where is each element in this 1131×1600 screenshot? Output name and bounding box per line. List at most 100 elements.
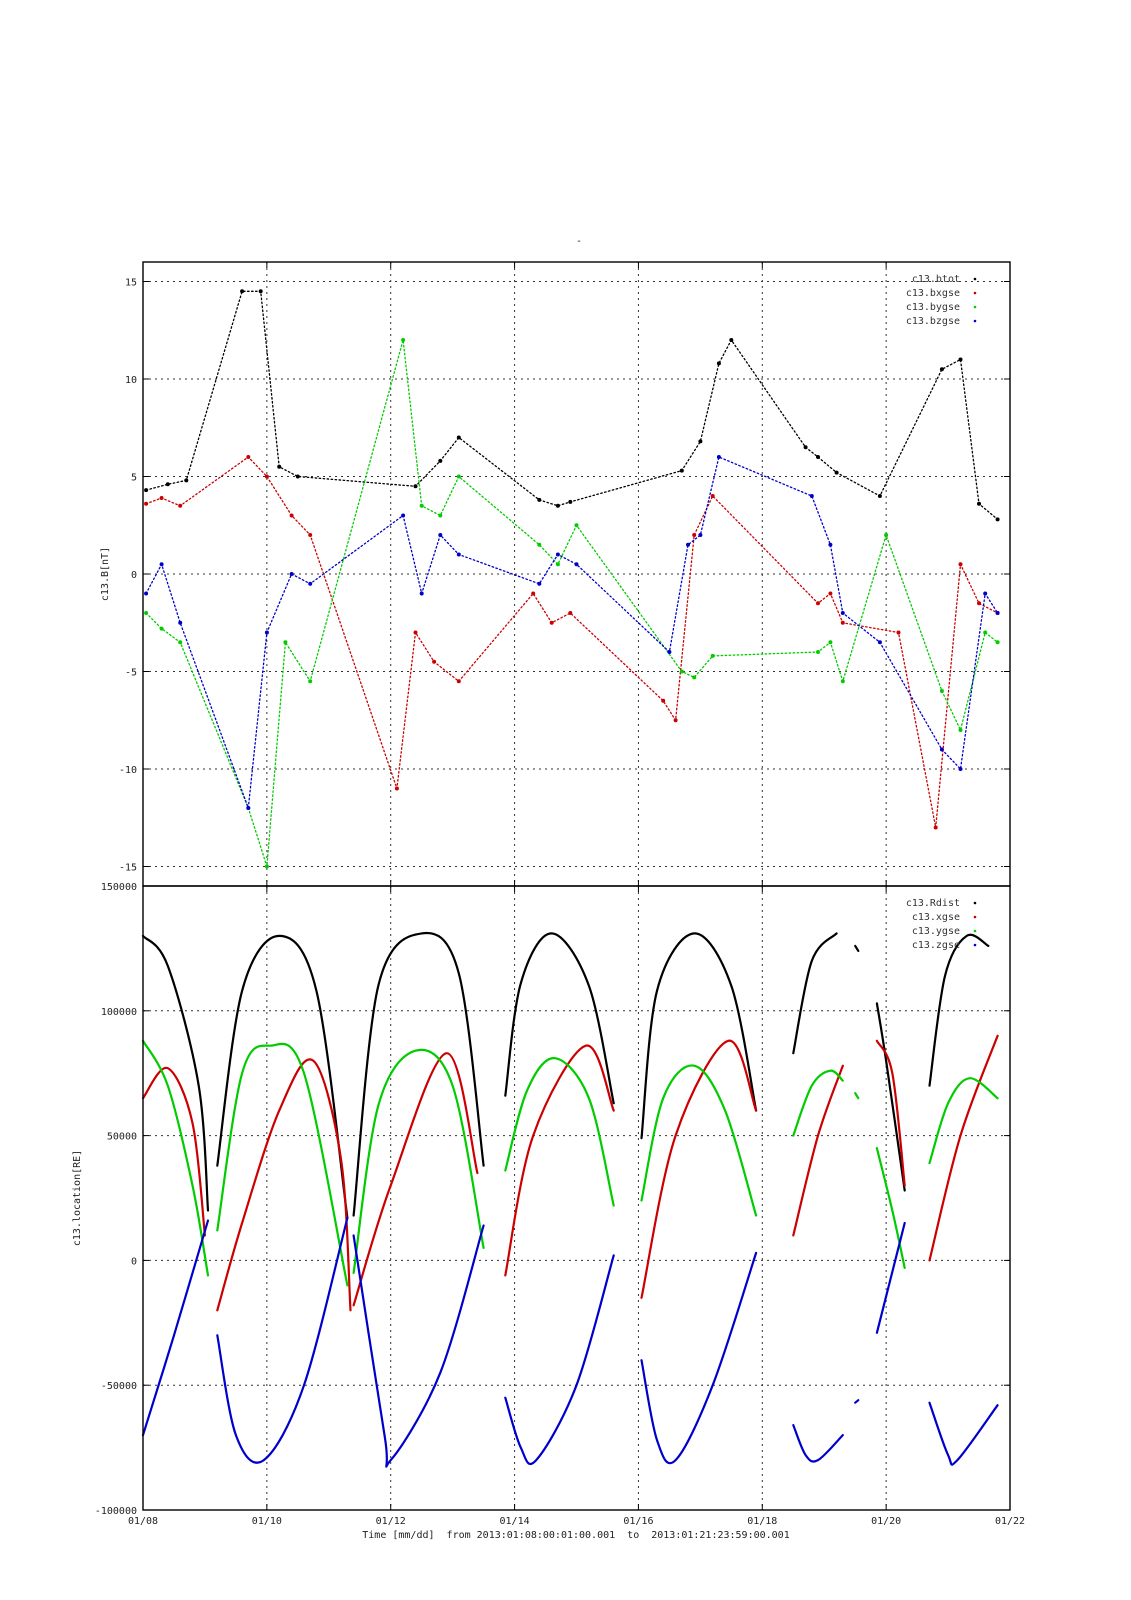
series-line-c13.zgse: [504, 1254, 615, 1466]
y-tick-label: -50000: [101, 1381, 137, 1392]
data-point: [438, 513, 443, 518]
panel-location-grid: [142, 885, 1011, 1511]
series-line-c13.zgse: [141, 1219, 210, 1437]
data-point: [178, 503, 183, 508]
data-point: [264, 864, 269, 869]
data-point: [896, 630, 901, 635]
data-point: [679, 468, 684, 473]
series-line-c13.zgse: [792, 1424, 844, 1463]
data-point: [828, 640, 833, 645]
panel-location-frame: [142, 885, 1011, 1511]
legend-marker: [973, 277, 977, 281]
panel-location-y-label: c13.location[RE]: [72, 1150, 83, 1246]
x-axis-footer: Time [mm/dd] from 2013:01:08:00:01:00.00…: [362, 1530, 789, 1541]
data-point: [264, 474, 269, 479]
legend-label: c13.btot: [912, 274, 960, 285]
data-point: [394, 786, 399, 791]
data-point: [958, 357, 963, 362]
series-line-c13.Rdist: [352, 931, 485, 1217]
data-point: [877, 494, 882, 498]
data-point: [413, 484, 418, 489]
data-point: [568, 499, 573, 504]
legend-label: c13.ygse: [912, 926, 960, 937]
data-point: [159, 562, 164, 567]
x-tick-label: 01/22: [995, 1516, 1025, 1527]
panel-b-field-y-label: c13.B[nT]: [100, 547, 111, 601]
data-point: [939, 689, 944, 693]
data-point: [686, 542, 690, 547]
data-point: [816, 601, 820, 606]
series-line-c13.Rdist: [792, 932, 838, 1055]
x-tick-label: 01/20: [871, 1516, 901, 1527]
series-line-c13.xgse: [141, 1066, 206, 1237]
series-line-c13.xgse: [875, 1039, 906, 1187]
data-point: [537, 581, 542, 586]
series-line-c13.xgse: [792, 1064, 844, 1237]
data-point: [277, 464, 282, 469]
x-tick-label: 01/10: [252, 1516, 282, 1527]
data-point: [531, 591, 536, 596]
data-point: [995, 640, 1000, 645]
data-point: [401, 513, 406, 518]
data-point: [698, 533, 703, 537]
series-line-c13.ygse: [640, 1064, 758, 1217]
data-point: [537, 497, 542, 502]
series-line-c13.xgse: [216, 1058, 352, 1312]
data-point: [401, 338, 406, 342]
data-point: [178, 620, 183, 625]
data-point: [877, 640, 882, 645]
legend-label: c13.bxgse: [906, 288, 960, 299]
series-line-c13.xgse: [352, 1052, 479, 1307]
series-line-c13.Rdist: [928, 933, 990, 1087]
series-line-c13.xgse: [640, 1039, 758, 1299]
data-point: [413, 630, 418, 635]
series-line-c13.Rdist: [141, 934, 210, 1212]
data-point: [419, 591, 424, 596]
y-tick-label: -100000: [95, 1506, 137, 1517]
data-point: [289, 513, 294, 518]
data-point: [456, 474, 461, 479]
y-tick-label: -15: [119, 863, 137, 874]
legend-marker: [973, 291, 977, 295]
legend-label: c13.bygse: [906, 302, 960, 313]
panel-location-legend: c13.Rdist c13.xgse c13.ygse c13.zgse: [906, 898, 977, 951]
series-line-c13.Rdist: [216, 934, 349, 1220]
data-point: [555, 552, 560, 557]
data-point: [933, 825, 938, 830]
data-point: [159, 496, 164, 500]
data-point: [803, 445, 808, 450]
series-trace-c13.bxgse: [145, 456, 999, 828]
series-line-c13.zgse: [352, 1224, 485, 1468]
legend-marker: [973, 319, 977, 323]
data-point: [692, 533, 697, 537]
series-line-c13.ygse: [928, 1077, 999, 1165]
panel-b-field-y-ticks: 15 10 5 0 -5 -10 -15: [119, 278, 137, 874]
data-point: [289, 572, 294, 576]
series-line-c13.Rdist: [504, 932, 615, 1105]
y-tick-label: 10: [125, 375, 137, 386]
x-tick-label: 01/16: [623, 1516, 653, 1527]
data-point: [716, 361, 721, 366]
y-tick-label: 150000: [101, 882, 137, 893]
data-point: [555, 503, 560, 508]
series-line-c13.Rdist: [875, 1002, 906, 1192]
data-point: [308, 581, 313, 586]
data-point: [661, 698, 666, 703]
x-tick-label: 01/18: [747, 1516, 777, 1527]
data-point: [716, 455, 721, 459]
data-point: [679, 669, 684, 674]
data-point: [555, 562, 560, 567]
series-line-c13.xgse: [928, 1034, 999, 1262]
y-tick-label: -10: [119, 765, 137, 776]
data-point: [958, 728, 963, 732]
data-point: [165, 482, 170, 487]
legend-label: c13.Rdist: [906, 898, 960, 909]
data-point: [667, 650, 672, 654]
data-point: [178, 640, 183, 645]
data-point: [840, 679, 845, 684]
series-line-c13.zgse: [854, 1399, 860, 1404]
legend-label: c13.bzgse: [906, 316, 960, 327]
series-line-c13.zgse: [875, 1221, 906, 1334]
legend-label: c13.zgse: [912, 940, 960, 951]
x-tick-label: 01/12: [376, 1516, 406, 1527]
